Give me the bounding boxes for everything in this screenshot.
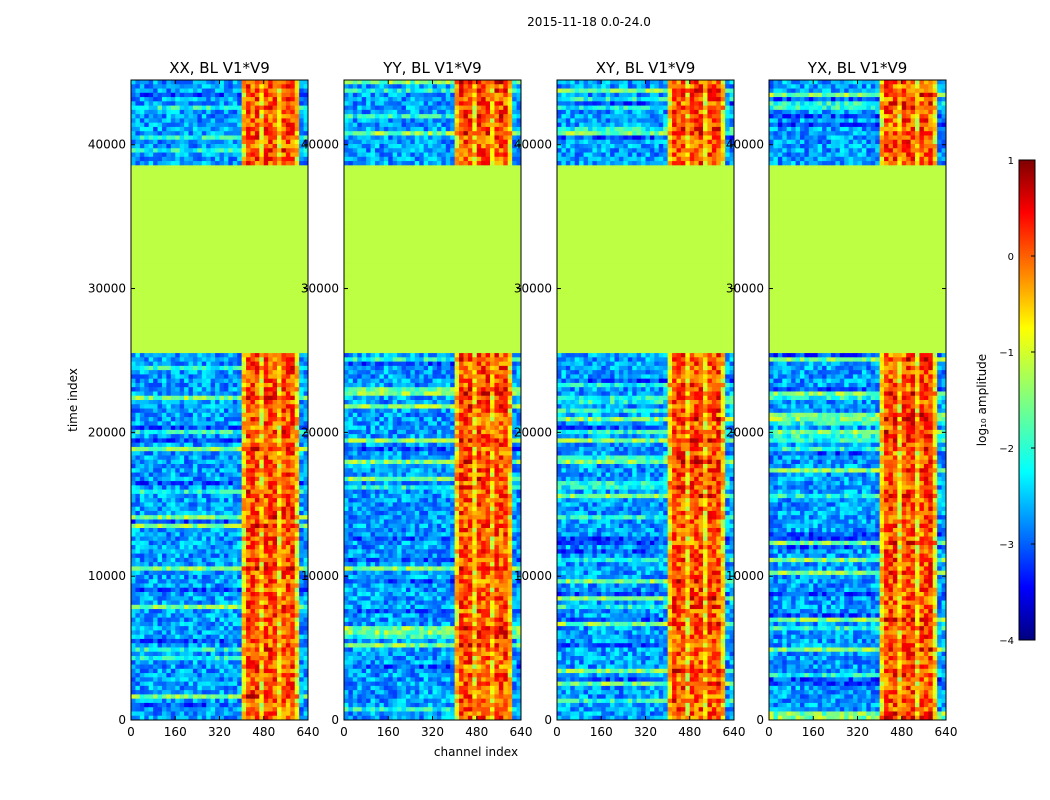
y-tick-label: 20000 (514, 425, 552, 439)
x-tick-label: 320 (421, 725, 444, 739)
heatmap-cells (131, 80, 309, 721)
x-tick-label: 0 (765, 725, 773, 739)
y-tick-label: 20000 (726, 425, 764, 439)
panel-title: XY, BL V1*V9 (596, 59, 696, 77)
y-tick-label: 30000 (88, 282, 126, 296)
x-tick-label: 480 (465, 725, 488, 739)
x-tick-label: 480 (678, 725, 701, 739)
x-tick-label: 640 (723, 725, 746, 739)
y-tick-label: 0 (331, 713, 339, 727)
y-tick-label: 30000 (514, 282, 552, 296)
x-tick-label: 480 (890, 725, 913, 739)
colorbar: 1 0 −1 −2 −3 −4 log₁₀ amplitude (975, 156, 1036, 647)
y-tick-label: 20000 (301, 425, 339, 439)
colorbar-tick-label: −4 (999, 636, 1014, 647)
colorbar-tick-label: 1 (1008, 156, 1014, 167)
y-tick-label: 40000 (514, 138, 552, 152)
colorbar-tick-label: −1 (999, 348, 1014, 359)
colorbar-gradient (1018, 159, 1036, 641)
x-tick-label: 160 (164, 725, 187, 739)
x-tick-label: 640 (935, 725, 958, 739)
y-axis-label: time index (66, 368, 80, 432)
y-tick-label: 10000 (301, 569, 339, 583)
heatmap-cells (557, 80, 735, 721)
colorbar-tick-label: −3 (999, 540, 1014, 551)
y-tick-label: 10000 (726, 569, 764, 583)
heatmap-panel-yy: YY, BL V1*V9 0 160 320 480 640 0 10000 20000 3000… (301, 59, 533, 739)
y-tick-label: 10000 (514, 569, 552, 583)
y-tick-label: 20000 (88, 425, 126, 439)
y-tick-label: 30000 (301, 282, 339, 296)
heatmap-cells (344, 80, 522, 721)
panel-title: XX, BL V1*V9 (169, 59, 270, 77)
y-tick-label: 30000 (726, 282, 764, 296)
x-tick-label: 640 (297, 725, 320, 739)
x-tick-label: 160 (590, 725, 613, 739)
y-tick-label: 40000 (301, 138, 339, 152)
x-tick-label: 320 (634, 725, 657, 739)
x-tick-label: 640 (510, 725, 533, 739)
x-axis-label: channel index (434, 745, 518, 759)
x-tick-label: 0 (127, 725, 135, 739)
y-tick-label: 40000 (726, 138, 764, 152)
x-tick-label: 160 (802, 725, 825, 739)
panel-title: YX, BL V1*V9 (807, 59, 908, 77)
y-tick-label: 0 (544, 713, 552, 727)
heatmap-panel-yx: YX, BL V1*V9 0 160 320 480 640 0 10000 20000 3000… (726, 59, 958, 739)
heatmap-panel-xy: XY, BL V1*V9 0 160 320 480 640 0 10000 20000 3000… (514, 59, 746, 739)
heatmap-panel-xx: XX, BL V1*V9 0 160 320 480 640 0 10000 20000 3000… (88, 59, 320, 739)
x-tick-label: 0 (340, 725, 348, 739)
y-tick-label: 0 (118, 713, 126, 727)
x-tick-label: 320 (208, 725, 231, 739)
colorbar-tick-label: −2 (999, 444, 1014, 455)
y-tick-label: 10000 (88, 569, 126, 583)
x-tick-label: 160 (377, 725, 400, 739)
x-tick-label: 0 (553, 725, 561, 739)
x-tick-label: 480 (252, 725, 275, 739)
colorbar-tick-label: 0 (1008, 252, 1014, 263)
figure-title: 2015-11-18 0.0-24.0 (527, 15, 651, 29)
colorbar-label: log₁₀ amplitude (975, 354, 989, 446)
heatmap-cells (769, 80, 947, 721)
x-tick-label: 320 (846, 725, 869, 739)
y-tick-label: 40000 (88, 138, 126, 152)
panel-title: YY, BL V1*V9 (382, 59, 481, 77)
y-tick-label: 0 (756, 713, 764, 727)
